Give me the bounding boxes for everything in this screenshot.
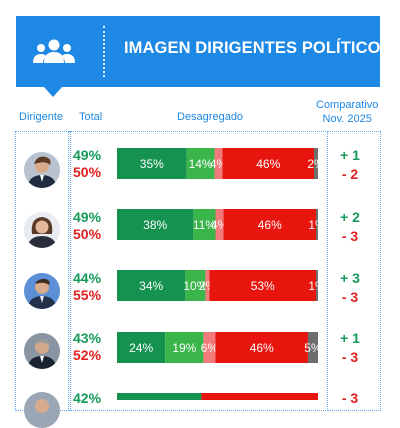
segment-label: 46% bbox=[258, 218, 282, 232]
person-icon bbox=[24, 273, 60, 309]
positive-segment bbox=[186, 148, 215, 179]
positive-total: 44% bbox=[73, 270, 102, 286]
change-negative: - 2 bbox=[341, 166, 359, 182]
light-negative-segment bbox=[203, 332, 216, 363]
header-divider bbox=[103, 26, 105, 77]
positive-segment bbox=[185, 270, 206, 301]
row-total: 44% 55% bbox=[73, 270, 113, 304]
page-title: IMAGEN DIRIGENTES POLÍTICOS bbox=[124, 39, 392, 57]
change-negative: - 3 bbox=[341, 390, 359, 406]
segment-label: 53% bbox=[251, 279, 275, 293]
partial-bar-segment bbox=[201, 393, 318, 400]
very-positive-segment bbox=[117, 148, 187, 179]
column-header-comparison-line2: Nov. 2025 bbox=[322, 113, 372, 125]
positive-segment bbox=[165, 332, 204, 363]
unknown-segment bbox=[315, 270, 318, 301]
person-icon bbox=[24, 152, 60, 188]
header-pointer bbox=[44, 87, 62, 97]
column-header-total: Total bbox=[79, 111, 103, 123]
partial-bar-segment bbox=[117, 393, 202, 400]
segment-label: 46% bbox=[256, 157, 280, 171]
column-header-comparison-line1: Comparativo bbox=[316, 99, 379, 111]
comparison-cell: + 2 - 3 bbox=[330, 208, 370, 246]
column-header-breakdown: Desagregado bbox=[177, 111, 244, 123]
negative-total: 52% bbox=[73, 347, 102, 363]
change-positive: + 1 bbox=[340, 330, 360, 346]
avatar bbox=[24, 152, 60, 188]
comparison-cell: + 1 - 2 bbox=[330, 146, 370, 184]
segment-label: 38% bbox=[143, 218, 167, 232]
segment-label: 6% bbox=[201, 341, 219, 355]
light-negative-segment bbox=[205, 270, 210, 301]
segment-label: 34% bbox=[139, 279, 163, 293]
negative-total: 50% bbox=[73, 164, 102, 180]
column-header-leader: Dirigente bbox=[19, 111, 64, 123]
person-icon bbox=[24, 212, 60, 248]
avatar bbox=[24, 333, 60, 369]
segment-label: 35% bbox=[140, 157, 164, 171]
change-negative: - 3 bbox=[341, 228, 359, 244]
segment-label: 19% bbox=[172, 341, 196, 355]
column-header-comparison: Comparativo Nov. 2025 bbox=[316, 98, 378, 126]
change-positive: + 3 bbox=[340, 270, 360, 286]
header-banner: IMAGEN DIRIGENTES POLÍTICOS bbox=[16, 16, 392, 87]
positive-segment bbox=[193, 209, 216, 240]
negative-segment bbox=[222, 148, 315, 179]
segment-label: 14% bbox=[189, 157, 213, 171]
change-negative: - 3 bbox=[341, 289, 359, 305]
segment-label: 1% bbox=[308, 218, 326, 232]
segment-label: 46% bbox=[250, 341, 274, 355]
segment-label: 1% bbox=[308, 279, 326, 293]
segment-label: 5% bbox=[304, 341, 322, 355]
comparison-cell: + 1 - 3 bbox=[330, 329, 370, 367]
comparison-cell: - 3 bbox=[330, 389, 370, 408]
avatar bbox=[24, 273, 60, 309]
change-negative: - 3 bbox=[341, 349, 359, 365]
light-negative-segment bbox=[214, 148, 223, 179]
segment-label: 2% bbox=[307, 157, 325, 171]
very-positive-segment bbox=[117, 332, 166, 363]
row-total: 49% 50% bbox=[73, 147, 113, 181]
negative-total: 50% bbox=[73, 226, 102, 242]
segment-label: 10% bbox=[183, 279, 207, 293]
avatar bbox=[24, 212, 60, 248]
negative-segment bbox=[223, 209, 316, 240]
segment-label: 24% bbox=[129, 341, 153, 355]
negative-segment bbox=[215, 332, 308, 363]
person-icon bbox=[24, 333, 60, 369]
negative-total: 55% bbox=[73, 287, 102, 303]
positive-total: 49% bbox=[73, 209, 102, 225]
segment-label: 11% bbox=[193, 218, 216, 232]
unknown-segment bbox=[307, 332, 318, 363]
light-negative-segment bbox=[215, 209, 224, 240]
unknown-segment bbox=[314, 148, 318, 179]
very-positive-segment bbox=[117, 270, 186, 301]
comparison-cell: + 3 - 3 bbox=[330, 269, 370, 307]
change-positive: + 2 bbox=[340, 209, 360, 225]
positive-total: 49% bbox=[73, 147, 102, 163]
negative-segment bbox=[209, 270, 316, 301]
positive-total: 43% bbox=[73, 330, 102, 346]
row-total: 49% 50% bbox=[73, 209, 113, 243]
very-positive-segment bbox=[117, 209, 194, 240]
group-people-icon bbox=[33, 39, 75, 63]
breakdown-chart: 35% 14%4% 46% 2%38% 11%4% 46% 1%34% 10%2% 53% 1%2… bbox=[117, 148, 326, 400]
change-positive: + 1 bbox=[340, 147, 360, 163]
unknown-segment bbox=[315, 209, 318, 240]
row-total: 43% 52% bbox=[73, 330, 113, 364]
